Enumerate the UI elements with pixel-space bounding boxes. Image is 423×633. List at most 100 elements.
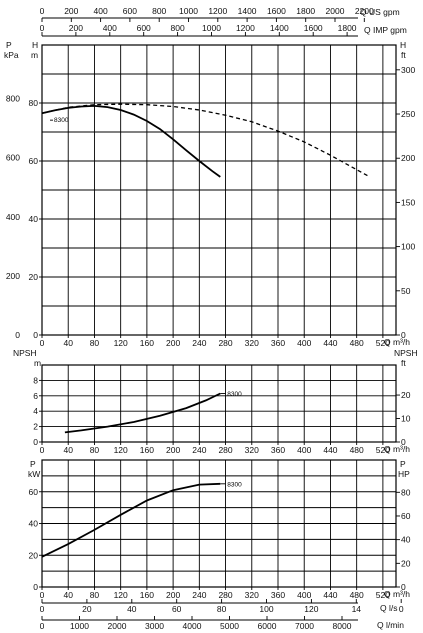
power-x-tick-label: 160: [140, 590, 154, 600]
head-right-tick-label: 300: [401, 65, 415, 75]
head-right-tick-label: 200: [401, 153, 415, 163]
power-x-tick-label: 200: [166, 590, 180, 600]
head-series-dashed-line: [41, 103, 371, 178]
npsh-x-tick-label: 440: [323, 445, 337, 455]
head-x-tick-label: 320: [245, 338, 259, 348]
head-right-tick-label: 250: [401, 109, 415, 119]
top-scale-us-gpm: 0 200 400 600 800 1000 1200 1400 1600 1800 2000 220…: [40, 6, 400, 22]
npsh-left-axis-unit: m: [34, 358, 41, 368]
npsh-right-tick-label: 0: [401, 437, 406, 447]
power-left-tick-label: 20: [29, 550, 39, 560]
head-left2-tick-label: 200: [6, 271, 20, 281]
head-left-tick-label: 60: [29, 156, 39, 166]
top-us-tick-label: 0: [40, 6, 45, 16]
power-right-tick-label: 0: [401, 582, 406, 592]
npsh-left-tick-label: 2: [33, 422, 38, 432]
head-x-tick-label: 360: [271, 338, 285, 348]
npsh-x-tick-label: 320: [245, 445, 259, 455]
power-panel: P kW P HP 0 40 80 120 160 200 240 280 320 360 400 4…: [28, 459, 411, 600]
bottom-lmin-tick-label: 6000: [258, 621, 277, 631]
power-x-tick-label: 40: [63, 590, 73, 600]
power-right-axis-label: P: [400, 459, 406, 469]
bottom-lmin-tick-label: 5000: [220, 621, 239, 631]
npsh-x-tick-label: 0: [40, 445, 45, 455]
power-left-tick-label: 60: [29, 487, 39, 497]
head-left2-tick-label: 800: [6, 94, 20, 104]
power-series-curve: [41, 482, 221, 558]
head-x-tick-label: 400: [297, 338, 311, 348]
npsh-frame: [41, 364, 397, 443]
top-us-tick-label: 1800: [296, 6, 315, 16]
head-x-tick-label: 480: [350, 338, 364, 348]
bottom-lmin-tick-label: 4000: [183, 621, 202, 631]
bottom-ls-tick-label: 0: [399, 604, 404, 614]
npsh-x-tick-label: 120: [114, 445, 128, 455]
head-x-tick-label: 0: [40, 338, 45, 348]
power-x-tick-label: 240: [192, 590, 206, 600]
top-us-tick-label: 1000: [179, 6, 198, 16]
top-imp-tick-label: 1200: [236, 23, 255, 33]
power-right-axis-unit: HP: [398, 469, 410, 479]
head-left-tick-label: 40: [29, 214, 39, 224]
npsh-panel: NPSH m NPSH ft 0 40 80 120 160 200 240 280 320 36…: [13, 348, 418, 455]
top-us-tick-label: 2000: [326, 6, 345, 16]
npsh-x-tick-label: 280: [218, 445, 232, 455]
bottom-lmin-tick-label: 1000: [70, 621, 89, 631]
power-left-tick-label: 40: [29, 519, 39, 529]
npsh-series-label: 8300: [227, 391, 242, 398]
head-right-tick-label: 50: [401, 286, 411, 296]
npsh-right-tick-label: 10: [401, 414, 411, 424]
bottom-scale-lmin-unit: Q l/min: [377, 620, 404, 630]
power-x-tick-label: 480: [350, 590, 364, 600]
npsh-x-tick-label: 240: [192, 445, 206, 455]
power-x-tick-label: 320: [245, 590, 259, 600]
top-us-tick-label: 400: [94, 6, 108, 16]
power-x-tick-label: 120: [114, 590, 128, 600]
bottom-lmin-tick-label: 2000: [108, 621, 127, 631]
head-right-tick-label: 150: [401, 197, 415, 207]
power-series-label: 8300: [227, 481, 242, 488]
head-left-axis-label: P: [6, 40, 12, 50]
head-x-tick-label: 440: [323, 338, 337, 348]
bottom-lmin-tick-label: 3000: [145, 621, 164, 631]
npsh-x-tick-label: 360: [271, 445, 285, 455]
top-scale-us-gpm-unit: Q US gpm: [360, 7, 400, 17]
bottom-ls-tick-label: 60: [172, 604, 182, 614]
head-x-tick-label: 520: [376, 338, 390, 348]
npsh-x-tick-label: 80: [90, 445, 100, 455]
bottom-ls-tick-label: 100: [259, 604, 273, 614]
npsh-left-tick-label: 8: [33, 375, 38, 385]
top-imp-tick-label: 1600: [304, 23, 323, 33]
top-imp-tick-label: 1000: [202, 23, 221, 33]
power-x-tick-label: 80: [90, 590, 100, 600]
npsh-right-axis-unit: ft: [401, 358, 406, 368]
head-x-tick-label: 80: [90, 338, 100, 348]
npsh-x-tick-label: 160: [140, 445, 154, 455]
bottom-scale-lmin: 0 1000 2000 3000 4000 5000 6000 7000 8000 Q l/mi…: [40, 616, 404, 631]
bottom-ls-tick-label: 40: [127, 604, 137, 614]
power-right-tick-label: 20: [401, 558, 411, 568]
head-right-tick-label: 0: [401, 330, 406, 340]
power-right-tick-label: 40: [401, 535, 411, 545]
head-left-axis2-label: H: [32, 40, 38, 50]
npsh-x-tick-label: 520: [376, 445, 390, 455]
npsh-x-tick-label: 200: [166, 445, 180, 455]
head-left-axis-unit: kPa: [4, 50, 19, 60]
npsh-right-axis-label: NPSH: [394, 348, 418, 358]
top-imp-tick-label: 1400: [270, 23, 289, 33]
npsh-left-tick-label: 4: [33, 406, 38, 416]
head-x-tick-label: 200: [166, 338, 180, 348]
top-imp-tick-label: 1800: [338, 23, 357, 33]
head-left-tick-label: 20: [29, 272, 39, 282]
head-right-tick-label: 100: [401, 242, 415, 252]
power-right-tick-label: 60: [401, 511, 411, 521]
top-imp-tick-label: 400: [103, 23, 117, 33]
head-series-label: 8300: [54, 117, 69, 124]
power-x-tick-label: 400: [297, 590, 311, 600]
head-left-tick-label: 80: [29, 98, 39, 108]
power-x-tick-label: 440: [323, 590, 337, 600]
top-us-tick-label: 200: [64, 6, 78, 16]
power-x-axis-unit: Q m³/h: [384, 589, 410, 599]
power-left-tick-label: 0: [33, 582, 38, 592]
